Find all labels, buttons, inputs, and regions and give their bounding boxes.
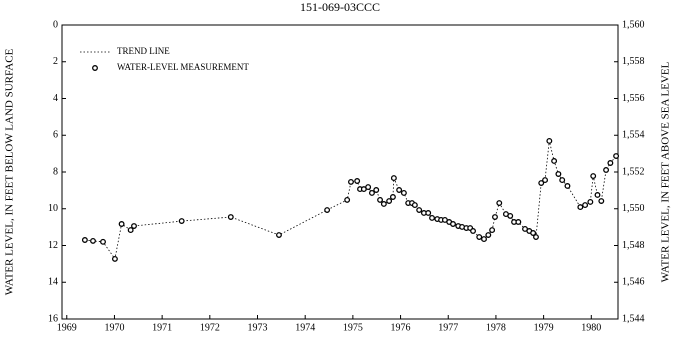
point — [425, 210, 432, 216]
point — [400, 189, 407, 196]
point — [416, 207, 423, 213]
x-tick-label: 1972 — [200, 322, 220, 333]
point — [542, 177, 548, 184]
point — [476, 234, 483, 240]
point — [551, 158, 558, 164]
point — [324, 207, 331, 213]
point — [533, 234, 539, 240]
point — [377, 196, 384, 203]
legend-point-symbol — [92, 65, 98, 71]
x-tick-label: 1969 — [57, 322, 77, 333]
y2-tick-label: 1,558 — [622, 56, 645, 67]
x-tick-label: 1974 — [295, 322, 315, 333]
y2-tick-label: 1,550 — [622, 203, 645, 214]
y2-axis-label: WATER LEVEL, IN FEET ABOVE SEA LEVEL — [660, 61, 672, 282]
point — [530, 230, 537, 236]
point — [470, 228, 476, 234]
point — [429, 214, 435, 221]
point — [481, 236, 487, 243]
point — [590, 173, 597, 179]
point — [373, 187, 380, 193]
y-axis-label: WATER LEVEL, IN FEET BELOW LAND SURFACE — [4, 48, 16, 295]
x-tick-label: 1980 — [581, 322, 601, 333]
point — [555, 171, 562, 177]
point — [603, 167, 610, 173]
point — [492, 214, 498, 220]
y2-tick-label: 1,548 — [622, 240, 645, 251]
y2-tick-label: 1,544 — [622, 313, 645, 324]
y-tick-label: 16 — [48, 313, 58, 324]
x-tick-label: 1971 — [152, 322, 172, 333]
point — [178, 218, 185, 225]
point — [450, 221, 456, 227]
y2-tick-label: 1,560 — [622, 19, 645, 30]
point — [485, 232, 492, 238]
point — [100, 238, 106, 245]
point — [587, 199, 594, 205]
point — [118, 221, 125, 227]
x-tick-label: 1970 — [104, 322, 124, 333]
point — [559, 177, 566, 184]
point — [577, 204, 584, 211]
point — [354, 178, 361, 184]
point — [598, 198, 605, 204]
y2-tick-label: 1,552 — [622, 166, 645, 177]
y-tick-label: 10 — [48, 203, 58, 214]
point — [496, 200, 503, 207]
point — [389, 194, 396, 200]
point — [489, 227, 496, 234]
point — [507, 212, 514, 219]
point — [386, 198, 393, 204]
trend-line — [84, 140, 617, 260]
y-tick-label: 4 — [53, 93, 58, 104]
legend-label: TREND LINE — [117, 46, 170, 56]
x-tick-label: 1973 — [248, 322, 268, 333]
point — [538, 180, 545, 186]
point — [380, 201, 387, 207]
point — [131, 223, 137, 229]
y2-tick-label: 1,554 — [622, 130, 645, 141]
x-tick-label: 1975 — [343, 322, 363, 333]
point — [227, 214, 234, 220]
x-tick-label: 1978 — [486, 322, 506, 333]
x-tick-label: 1979 — [534, 322, 554, 333]
y-tick-label: 8 — [53, 166, 58, 177]
point — [546, 137, 553, 144]
point — [348, 178, 354, 185]
point — [127, 227, 134, 234]
y2-tick-label: 1,556 — [622, 93, 645, 104]
y-tick-label: 6 — [53, 130, 58, 141]
point — [515, 219, 522, 225]
point — [613, 153, 620, 159]
chart-title: 151-069-03CCC — [300, 0, 380, 14]
point — [365, 184, 372, 191]
point — [594, 192, 601, 198]
point — [582, 202, 589, 209]
point — [111, 255, 118, 262]
y-tick-label: 2 — [53, 56, 58, 67]
point — [344, 196, 351, 203]
legend-label: WATER-LEVEL MEASUREMENT — [117, 62, 249, 72]
y2-tick-label: 1,546 — [622, 277, 645, 288]
x-tick-label: 1977 — [438, 322, 458, 333]
point — [81, 237, 88, 243]
point — [607, 160, 614, 166]
y-tick-label: 12 — [48, 240, 58, 251]
point — [390, 175, 397, 182]
x-tick-label: 1976 — [391, 322, 411, 333]
point — [411, 202, 418, 209]
y-tick-label: 14 — [48, 277, 58, 288]
y-tick-label: 0 — [53, 19, 58, 30]
point — [368, 189, 375, 196]
point — [564, 183, 571, 189]
point — [276, 232, 282, 238]
point — [90, 237, 96, 244]
point — [396, 187, 403, 193]
